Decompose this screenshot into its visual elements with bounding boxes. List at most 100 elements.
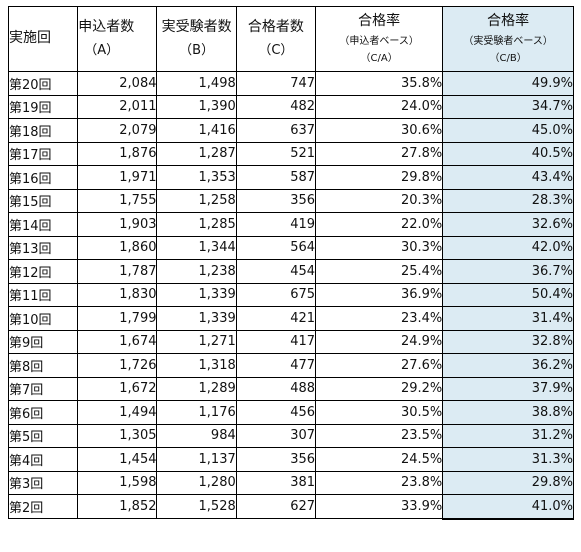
cell-passers: 675 [235, 282, 317, 307]
cell-passers: 482 [235, 94, 317, 119]
cell-applicants: 2,079 [77, 118, 158, 143]
cell-applicants: 1,830 [77, 282, 158, 307]
header-examinees: 実受験者数 （B） [156, 6, 237, 72]
cell-round: 第7回 [7, 376, 79, 401]
cell-applicants: 1,755 [77, 188, 158, 213]
table-row: 第6回 1,494 1,176 456 30.5% 38.8% [7, 400, 574, 425]
header-rate-app-basis: （申込者ベース） [339, 36, 419, 48]
table-row: 第7回 1,672 1,289 488 29.2% 37.9% [7, 376, 574, 401]
header-applicants: 申込者数 （A） [77, 6, 158, 72]
cell-round: 第11回 [7, 282, 79, 307]
cell-examinees: 1,498 [156, 71, 237, 96]
cell-rate-applicant-base: 25.4% [315, 259, 444, 284]
header-applicants-sub: （A） [84, 42, 120, 58]
header-rate-exam-formula: （C/B） [489, 52, 527, 64]
table-body: 第20回 2,084 1,498 747 35.8% 49.9% 第19回 2,011 1,39… [7, 71, 574, 520]
cell-passers: 627 [235, 494, 317, 519]
cell-applicants: 2,084 [77, 71, 158, 96]
table-header-row: 実施回 申込者数 （A） 実受験者数 （B） 合格者数 （C） 合格率 （申込者… [7, 6, 574, 72]
header-rate-app-title: 合格率 [358, 12, 401, 29]
cell-examinees: 1,318 [156, 353, 237, 378]
table-row: 第17回 1,876 1,287 521 27.8% 40.5% [7, 141, 574, 166]
table-row: 第13回 1,860 1,344 564 30.3% 42.0% [7, 235, 574, 260]
cell-rate-applicant-base: 27.6% [315, 353, 444, 378]
cell-rate-examinee-base: 34.7% [442, 94, 574, 119]
cell-applicants: 1,494 [77, 400, 158, 425]
cell-examinees: 1,258 [156, 188, 237, 213]
header-rate-examinee-base: 合格率 （実受験者ベース） （C/B） [442, 6, 574, 72]
header-applicants-title: 申込者数 [78, 19, 135, 36]
table-row: 第19回 2,011 1,390 482 24.0% 34.7% [7, 94, 574, 119]
cell-rate-applicant-base: 24.9% [315, 329, 444, 354]
cell-rate-examinee-base: 36.2% [442, 353, 574, 378]
cell-rate-applicant-base: 24.0% [315, 94, 444, 119]
cell-rate-applicant-base: 29.8% [315, 165, 444, 190]
cell-passers: 356 [235, 188, 317, 213]
cell-round: 第15回 [7, 188, 79, 213]
cell-round: 第16回 [7, 165, 79, 190]
cell-rate-examinee-base: 29.8% [442, 470, 574, 495]
header-round-label: 実施回 [9, 30, 51, 47]
cell-examinees: 1,339 [156, 306, 237, 331]
cell-round: 第12回 [7, 259, 79, 284]
cell-rate-applicant-base: 24.5% [315, 447, 444, 472]
cell-passers: 381 [235, 470, 317, 495]
cell-applicants: 1,598 [77, 470, 158, 495]
cell-rate-applicant-base: 35.8% [315, 71, 444, 96]
table-row: 第4回 1,454 1,137 356 24.5% 31.3% [7, 447, 574, 472]
cell-rate-applicant-base: 30.3% [315, 235, 444, 260]
cell-rate-examinee-base: 31.2% [442, 423, 574, 448]
cell-round: 第13回 [7, 235, 79, 260]
cell-rate-examinee-base: 31.3% [442, 447, 574, 472]
cell-applicants: 1,971 [77, 165, 158, 190]
cell-round: 第8回 [7, 353, 79, 378]
cell-examinees: 1,271 [156, 329, 237, 354]
exam-results-table: 実施回 申込者数 （A） 実受験者数 （B） 合格者数 （C） 合格率 （申込者… [7, 6, 574, 520]
cell-examinees: 1,528 [156, 494, 237, 519]
cell-rate-applicant-base: 20.3% [315, 188, 444, 213]
cell-examinees: 1,289 [156, 376, 237, 401]
cell-examinees: 1,285 [156, 212, 237, 237]
cell-applicants: 1,787 [77, 259, 158, 284]
table-row: 第9回 1,674 1,271 417 24.9% 32.8% [7, 329, 574, 354]
cell-rate-examinee-base: 42.0% [442, 235, 574, 260]
cell-examinees: 1,280 [156, 470, 237, 495]
cell-examinees: 1,390 [156, 94, 237, 119]
cell-examinees: 1,176 [156, 400, 237, 425]
cell-passers: 421 [235, 306, 317, 331]
table-row: 第8回 1,726 1,318 477 27.6% 36.2% [7, 353, 574, 378]
cell-rate-examinee-base: 32.6% [442, 212, 574, 237]
cell-rate-examinee-base: 31.4% [442, 306, 574, 331]
cell-applicants: 2,011 [77, 94, 158, 119]
cell-rate-applicant-base: 22.0% [315, 212, 444, 237]
cell-applicants: 1,903 [77, 212, 158, 237]
cell-passers: 637 [235, 118, 317, 143]
cell-applicants: 1,305 [77, 423, 158, 448]
cell-rate-applicant-base: 29.2% [315, 376, 444, 401]
cell-examinees: 1,353 [156, 165, 237, 190]
cell-round: 第4回 [7, 447, 79, 472]
cell-passers: 564 [235, 235, 317, 260]
cell-examinees: 1,287 [156, 141, 237, 166]
cell-examinees: 984 [156, 423, 237, 448]
header-round: 実施回 [7, 6, 79, 72]
cell-round: 第5回 [7, 423, 79, 448]
cell-passers: 417 [235, 329, 317, 354]
cell-round: 第2回 [7, 494, 79, 519]
cell-rate-examinee-base: 43.4% [442, 165, 574, 190]
header-rate-exam-basis: （実受験者ベース） [463, 36, 553, 48]
cell-rate-applicant-base: 23.5% [315, 423, 444, 448]
cell-rate-applicant-base: 30.5% [315, 400, 444, 425]
table-row: 第12回 1,787 1,238 454 25.4% 36.7% [7, 259, 574, 284]
cell-rate-applicant-base: 30.6% [315, 118, 444, 143]
cell-examinees: 1,238 [156, 259, 237, 284]
header-passers-sub: （C） [258, 42, 294, 58]
table-row: 第10回 1,799 1,339 421 23.4% 31.4% [7, 306, 574, 331]
header-rate-applicant-base: 合格率 （申込者ベース） （C/A） [315, 6, 444, 72]
table-row: 第18回 2,079 1,416 637 30.6% 45.0% [7, 118, 574, 143]
cell-round: 第19回 [7, 94, 79, 119]
header-examinees-sub: （B） [179, 42, 215, 58]
cell-passers: 747 [235, 71, 317, 96]
cell-applicants: 1,852 [77, 494, 158, 519]
header-rate-app-formula: （C/A） [360, 52, 398, 64]
